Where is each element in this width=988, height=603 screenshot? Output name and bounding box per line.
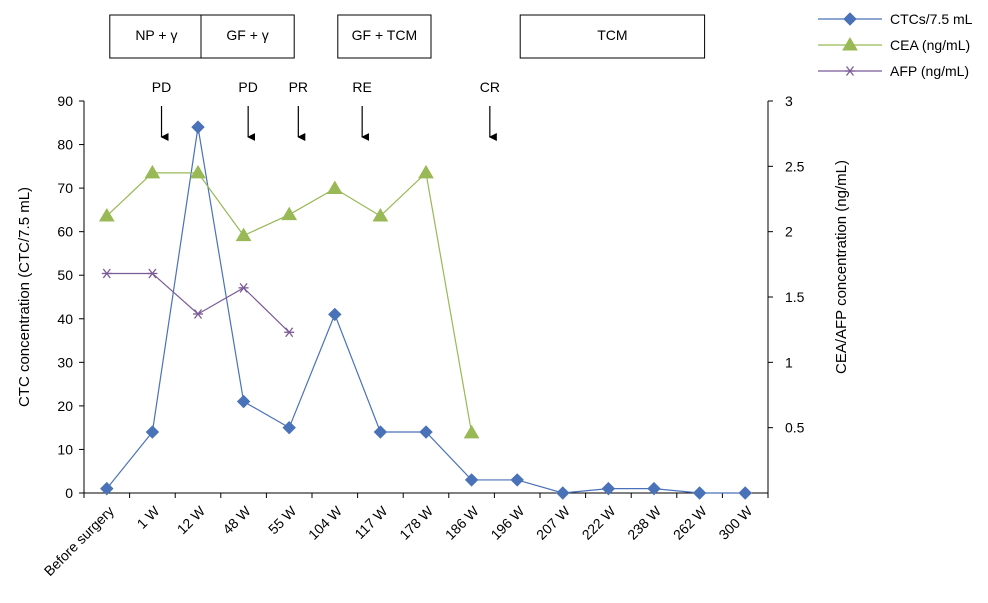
legend-marker [842, 37, 858, 51]
treatment-box [200, 14, 295, 59]
response-label: PD [238, 79, 257, 95]
data-point [284, 327, 295, 338]
x-tick-label: 222 W [579, 502, 619, 542]
response-label: PR [289, 79, 308, 95]
right-tick-label: 1 [785, 354, 793, 370]
data-point [738, 486, 752, 500]
data-point [373, 425, 388, 439]
marker-stroke [193, 309, 203, 319]
data-point [326, 180, 343, 195]
data-point [372, 207, 389, 222]
data-point [100, 481, 114, 496]
marker-stroke [285, 327, 294, 338]
left-axis-title: CTC concentration (CTC/7.5 mL) [16, 187, 33, 407]
treatment-label: NP + γ [135, 27, 177, 43]
treatment-box [337, 14, 432, 59]
left-tick-label: 10 [57, 441, 73, 457]
series-0 [100, 120, 752, 500]
data-point [98, 207, 115, 222]
treatment-label: GF + TCM [352, 27, 417, 43]
data-point [144, 164, 161, 179]
legend: CTCs/7.5 mL CEA (ng/mL) AFP (ng/mL) [818, 11, 973, 79]
x-tick-label: 238 W [624, 502, 664, 542]
data-point [191, 120, 205, 134]
legend-label: CTCs/7.5 mL [890, 11, 973, 27]
marker-stroke [239, 282, 248, 293]
x-tick-label: 55 W [265, 502, 300, 537]
data-point [328, 307, 342, 322]
marker-stroke [148, 268, 157, 279]
response-annotations: PD PD PR RE CR [152, 79, 500, 141]
data-point [281, 206, 298, 221]
left-tick-label: 90 [57, 93, 73, 109]
data-point [463, 424, 480, 439]
data-point [235, 227, 252, 242]
x-tick-label: 186 W [442, 502, 482, 542]
data-point [418, 164, 434, 179]
x-tick-label: 196 W [487, 502, 527, 542]
data-point [190, 164, 206, 179]
data-point [692, 486, 707, 500]
x-tick-label: 48 W [219, 502, 254, 537]
right-tick-label: 0.5 [785, 420, 805, 436]
response-label: PD [152, 79, 171, 95]
data-point [464, 473, 479, 487]
left-tick-label: 30 [57, 354, 73, 370]
x-tick-label: 117 W [351, 502, 391, 542]
left-tick-label: 0 [65, 485, 73, 501]
right-tick-label: 2 [785, 224, 793, 240]
series-1 [98, 164, 480, 439]
x-tick-label: 12 W [174, 502, 209, 537]
left-tick-label: 40 [57, 311, 73, 327]
legend-marker [845, 66, 855, 76]
data-point [601, 481, 616, 496]
x-tick-label: 178 W [396, 502, 436, 542]
series [98, 120, 752, 500]
left-tick-label: 50 [57, 267, 73, 283]
legend-label: AFP (ng/mL) [890, 63, 969, 79]
treatment-label: GF + γ [226, 27, 268, 43]
data-point [647, 481, 661, 496]
series-2 [101, 268, 295, 338]
data-point [510, 473, 524, 487]
left-tick-label: 20 [57, 398, 73, 414]
treatment-label: TCM [597, 27, 627, 43]
data-point [556, 486, 570, 500]
response-label: RE [352, 79, 371, 95]
marker-stroke [102, 268, 111, 279]
x-tick-label: 300 W [715, 502, 755, 542]
legend-label: CEA (ng/mL) [890, 37, 970, 53]
data-point [236, 394, 251, 409]
right-tick-label: 1.5 [785, 289, 805, 305]
left-tick-label: 60 [57, 224, 73, 240]
x-tick-label: 262 W [670, 502, 710, 542]
data-point [193, 309, 203, 319]
data-point [145, 425, 160, 439]
legend-marker [843, 12, 857, 26]
x-tick-label: 1 W [134, 502, 163, 531]
axes: 0 10 20 30 40 50 60 70 80 90 0.5 1 1.5 2 2.5 3 Before su… [16, 93, 850, 579]
treatment-box [109, 14, 204, 59]
response-label: CR [480, 79, 500, 95]
left-tick-label: 80 [57, 137, 73, 153]
treatment-box [519, 14, 706, 59]
right-tick-label: 2.5 [785, 158, 805, 174]
left-tick-label: 70 [57, 180, 73, 196]
data-point [238, 282, 249, 293]
data-point [147, 268, 158, 279]
right-axis-title: CEA/AFP concentration (ng/mL) [833, 160, 850, 374]
x-tick-label: 207 W [533, 502, 573, 542]
data-point [419, 425, 433, 439]
series-line [106, 272, 290, 333]
x-tick-label: 104 W [305, 502, 345, 542]
data-point [282, 420, 296, 435]
data-point [101, 268, 112, 279]
x-tick-label: Before surgery [41, 503, 117, 579]
right-tick-label: 3 [785, 93, 793, 109]
marker-stroke [845, 66, 855, 76]
treatment-boxes: NP + γ GF + γ GF + TCM TCM [109, 14, 706, 59]
